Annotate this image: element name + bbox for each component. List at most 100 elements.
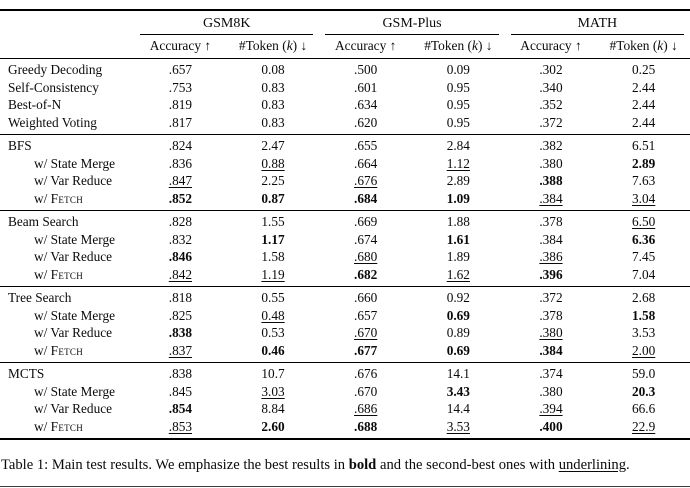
cell-value: .655 <box>354 138 378 153</box>
cell-value: 2.44 <box>632 97 656 112</box>
cell-value: 2.89 <box>632 155 656 171</box>
cell-value: .660 <box>354 290 378 305</box>
accuracy-value-cell: .664 <box>319 155 412 173</box>
table-caption: Table 1: Main test results. We emphasize… <box>1 454 689 477</box>
token-value-cell: 1.09 <box>412 190 505 211</box>
accuracy-value-cell: .817 <box>134 114 227 135</box>
cell-value: .828 <box>168 214 193 229</box>
cell-value: 0.09 <box>446 62 470 77</box>
accuracy-value-cell: .669 <box>319 209 412 231</box>
method-cell: w/ State Merge <box>0 383 134 401</box>
token-value-cell: 6.50 <box>597 209 690 231</box>
cell-value: .657 <box>354 307 378 323</box>
table-row: MCTS .838 10.7 .676 14.1 .374 59.0 <box>0 361 690 383</box>
accuracy-value-cell: .620 <box>319 114 412 135</box>
cell-value: .824 <box>168 138 193 153</box>
benchmark-group-label: GSM-Plus <box>325 14 499 35</box>
token-value-cell: 59.0 <box>597 361 690 383</box>
benchmark-group-header: GSM8K <box>134 10 319 35</box>
table-row: w/ Var Reduce .854 8.84 .686 14.4 .394 66.6 <box>0 400 690 418</box>
cell-value: .684 <box>354 190 378 206</box>
accuracy-value-cell: .394 <box>505 400 598 418</box>
accuracy-value-cell: .374 <box>504 361 598 383</box>
accuracy-value-cell: .819 <box>134 96 227 114</box>
cell-value: 0.48 <box>261 307 285 323</box>
token-value-cell: 0.95 <box>412 96 505 114</box>
method-label: w/ State Merge <box>34 383 115 399</box>
accuracy-value-cell: .838 <box>134 361 227 383</box>
accuracy-value-cell: .852 <box>134 190 227 211</box>
token-value-cell: 2.84 <box>412 133 505 155</box>
table-row: Self-Consistency .753 0.83 .601 0.95 .340 2.44 <box>0 79 690 97</box>
method-cell: w/ State Merge <box>0 307 134 325</box>
cell-value: .677 <box>354 342 378 358</box>
table-row: w/ Fetch .852 0.87 .684 1.09 .384 3.04 <box>0 190 690 211</box>
cell-value: 0.25 <box>632 62 656 77</box>
cell-value: .688 <box>354 418 378 434</box>
cell-value: .664 <box>354 155 378 171</box>
cell-value: 1.58 <box>632 307 656 323</box>
cell-value: 0.69 <box>446 307 470 323</box>
method-label: w/ <box>34 266 51 282</box>
accuracy-value-cell: .382 <box>504 133 598 155</box>
token-value-cell: 0.09 <box>412 59 505 79</box>
cell-value: 1.89 <box>446 249 470 264</box>
group-header-row: GSM8K GSM-Plus MATH <box>0 10 690 35</box>
cell-value: 1.88 <box>446 214 470 229</box>
cell-value: .400 <box>539 418 563 434</box>
cell-value: .500 <box>354 62 378 77</box>
accuracy-value-cell: .340 <box>505 79 598 97</box>
token-value-cell: 3.43 <box>412 383 505 401</box>
cell-value: 0.89 <box>446 325 470 340</box>
cell-value: .382 <box>539 138 563 153</box>
token-value-cell: 7.63 <box>597 172 690 190</box>
cell-value: 3.53 <box>446 418 470 434</box>
token-value-cell: 0.95 <box>412 114 505 135</box>
cell-value: 7.63 <box>632 173 656 188</box>
method-cell: Beam Search <box>0 209 135 231</box>
cell-value: .384 <box>539 342 563 358</box>
cell-value: 1.61 <box>446 231 470 247</box>
cell-value: .819 <box>168 97 193 112</box>
method-cell: Greedy Decoding <box>0 59 134 79</box>
token-value-cell: 0.83 <box>227 79 320 97</box>
cell-value: 1.62 <box>446 266 470 282</box>
token-value-cell: 1.58 <box>597 307 690 325</box>
cell-value: .836 <box>168 155 193 171</box>
token-value-cell: 2.89 <box>412 172 505 190</box>
table-row: w/ State Merge .845 3.03 .670 3.43 .380 20.3 <box>0 383 690 401</box>
cell-value: .686 <box>354 401 378 416</box>
cell-value: .380 <box>539 325 563 340</box>
accuracy-value-cell: .688 <box>319 418 412 439</box>
method-label: w/ State Merge <box>34 155 115 171</box>
accuracy-value-cell: .380 <box>505 155 598 173</box>
cell-value: .846 <box>168 249 193 264</box>
corner-spacer <box>0 35 135 59</box>
results-table: GSM8K GSM-Plus MATH Accuracy ↑ #Token (k) ↓… <box>0 9 690 440</box>
cell-value: 8.84 <box>261 401 285 416</box>
method-cell: Tree Search <box>0 285 135 307</box>
cell-value: 2.47 <box>261 138 285 153</box>
accuracy-value-cell: .384 <box>505 342 598 363</box>
token-value-cell: 2.47 <box>226 133 320 155</box>
accuracy-value-cell: .380 <box>505 324 598 342</box>
benchmark-group-header: MATH <box>505 10 690 35</box>
accuracy-value-cell: .832 <box>134 231 227 249</box>
benchmark-group-header: GSM-Plus <box>319 10 504 35</box>
cell-value: 3.03 <box>261 383 285 399</box>
token-value-cell: 2.60 <box>227 418 320 439</box>
method-cell: w/ Var Reduce <box>0 248 134 266</box>
cell-value: .670 <box>354 383 378 399</box>
method-label: Weighted Voting <box>8 114 97 130</box>
accuracy-value-cell: .655 <box>319 133 412 155</box>
accuracy-value-cell: .500 <box>319 59 412 79</box>
method-label: w/ <box>34 418 51 434</box>
cell-value: 59.0 <box>632 366 656 381</box>
token-value-cell: 1.61 <box>412 231 505 249</box>
token-value-cell: 0.89 <box>412 324 505 342</box>
cell-value: 2.60 <box>261 418 285 434</box>
cell-value: 0.08 <box>261 62 285 77</box>
token-value-cell: 14.1 <box>412 361 505 383</box>
table-row: Weighted Voting .817 0.83 .620 0.95 .372 2.44 <box>0 114 690 135</box>
cell-value: .384 <box>539 190 563 206</box>
